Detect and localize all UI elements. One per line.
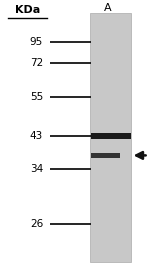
Text: 72: 72 [30, 58, 43, 68]
Text: KDa: KDa [15, 5, 40, 15]
Bar [91, 153, 120, 158]
Text: 95: 95 [30, 37, 43, 47]
Bar [91, 133, 131, 139]
Text: 43: 43 [30, 131, 43, 141]
Text: 26: 26 [30, 219, 43, 229]
Text: 34: 34 [30, 164, 43, 174]
Bar [90, 13, 131, 262]
Text: 55: 55 [30, 92, 43, 102]
Text: A: A [104, 3, 111, 13]
